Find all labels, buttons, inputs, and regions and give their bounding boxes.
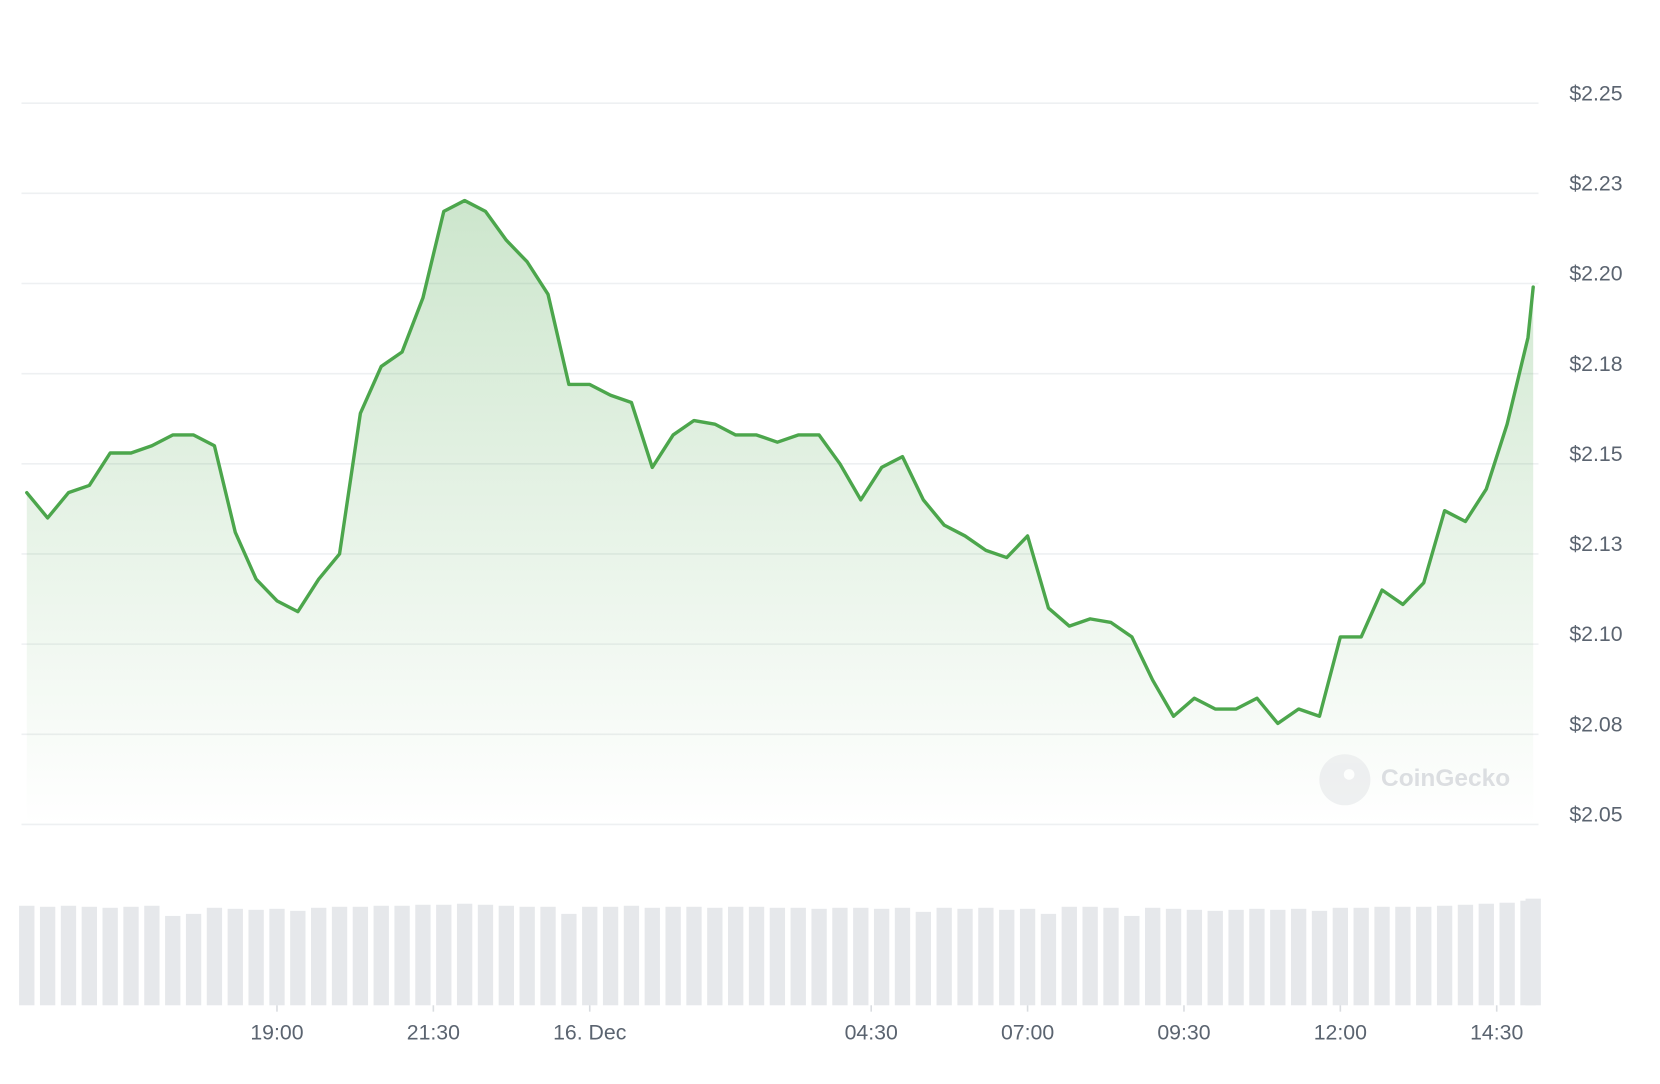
y-tick-label: $2.08	[1569, 712, 1622, 736]
volume-bar	[873, 908, 890, 1006]
volume-bar	[1436, 905, 1453, 1006]
volume-bar	[1103, 907, 1119, 1006]
x-tick-label: 04:30	[845, 1021, 898, 1045]
volume-bar	[1525, 898, 1541, 1006]
y-tick-label: $2.18	[1569, 352, 1622, 376]
volume-bar	[1124, 915, 1140, 1006]
x-tick-label: 14:30	[1470, 1021, 1523, 1045]
volume-bar	[1332, 907, 1349, 1006]
volume-bar	[60, 905, 77, 1006]
volume-bar	[102, 907, 118, 1006]
volume-bars	[19, 898, 1541, 1006]
volume-bar	[477, 904, 494, 1006]
volume-bar	[602, 906, 619, 1006]
volume-bar	[269, 908, 285, 1006]
volume-bar	[1290, 908, 1307, 1006]
watermark: CoinGecko	[1319, 754, 1510, 806]
volume-bar	[498, 905, 514, 1006]
volume-bar	[352, 906, 369, 1006]
volume-bar	[1270, 909, 1286, 1006]
price-area	[26, 200, 1534, 825]
volume-bar	[144, 905, 160, 1006]
watermark-text: CoinGecko	[1381, 765, 1510, 792]
volume-bar	[373, 905, 389, 1006]
y-tick-label: $2.05	[1569, 803, 1622, 827]
volume-bar	[19, 905, 35, 1006]
volume-bar	[894, 907, 911, 1006]
volume-bar	[415, 904, 431, 1006]
volume-bar	[436, 904, 452, 1006]
volume-bar	[1019, 908, 1036, 1006]
volume-bar	[832, 907, 848, 1006]
volume-bar	[582, 906, 598, 1006]
volume-bar	[519, 906, 535, 1006]
volume-bar	[644, 907, 660, 1006]
volume-bar	[686, 906, 702, 1006]
watermark-icon-eye	[1343, 769, 1355, 780]
volume-bar	[790, 907, 806, 1006]
volume-bar	[728, 906, 744, 1006]
volume-bar	[1416, 906, 1432, 1006]
volume-bar	[123, 906, 139, 1006]
y-tick-label: $2.13	[1569, 532, 1622, 556]
volume-bar	[81, 906, 97, 1006]
volume-bar	[1499, 902, 1515, 1006]
volume-bar	[1249, 908, 1265, 1006]
volume-bar	[206, 907, 223, 1006]
volume-bar	[1145, 907, 1161, 1006]
volume-bar	[227, 908, 243, 1006]
volume-bar	[1353, 907, 1369, 1006]
y-tick-label: $2.25	[1569, 81, 1622, 105]
volume-bar	[811, 908, 827, 1006]
volume-bar	[39, 906, 56, 1006]
x-tick-label: 16. Dec	[553, 1021, 627, 1045]
volume-bar	[915, 911, 931, 1006]
volume-bar	[185, 913, 202, 1006]
volume-bar	[165, 915, 181, 1006]
volume-bar	[540, 906, 556, 1006]
volume-bar	[561, 913, 577, 1006]
volume-bar	[1374, 906, 1390, 1006]
volume-bar	[999, 909, 1015, 1006]
volume-bar	[665, 906, 681, 1006]
x-tick-label: 12:00	[1314, 1021, 1367, 1045]
y-tick-label: $2.23	[1569, 171, 1622, 195]
volume-bar	[290, 910, 306, 1006]
volume-bar	[456, 903, 473, 1006]
volume-bar	[957, 908, 973, 1006]
volume-bar	[1186, 909, 1203, 1006]
watermark-icon	[1319, 754, 1371, 806]
volume-bar	[1228, 909, 1244, 1006]
volume-bar	[623, 905, 640, 1006]
price-line	[25, 198, 1535, 726]
x-tick-label: 19:00	[250, 1021, 303, 1045]
volume-bar	[1165, 908, 1182, 1006]
volume-bar	[1082, 906, 1098, 1006]
y-tick-label: $2.20	[1569, 262, 1622, 286]
volume-bar	[331, 906, 348, 1006]
volume-bar	[1311, 910, 1328, 1006]
volume-bar	[1478, 903, 1494, 1006]
y-tick-label: $2.10	[1569, 622, 1622, 646]
x-tick-label: 09:30	[1157, 1021, 1210, 1045]
volume-bar	[248, 909, 264, 1006]
volume-bar	[394, 905, 410, 1006]
volume-bar	[748, 906, 765, 1006]
volume-bar	[1457, 904, 1474, 1006]
volume-bar	[1395, 906, 1411, 1006]
x-tick-label: 21:30	[407, 1021, 460, 1045]
x-tick-label: 07:00	[1001, 1021, 1054, 1045]
volume-bar	[978, 907, 994, 1006]
volume-bar	[311, 907, 327, 1006]
volume-bar	[707, 907, 723, 1006]
volume-bar	[1040, 913, 1057, 1006]
volume-bar	[1061, 906, 1077, 1006]
volume-bar	[1207, 910, 1223, 1006]
volume-bar	[853, 907, 869, 1006]
volume-bar	[936, 907, 952, 1006]
volume-bar	[769, 907, 786, 1006]
y-tick-label: $2.15	[1569, 442, 1622, 466]
